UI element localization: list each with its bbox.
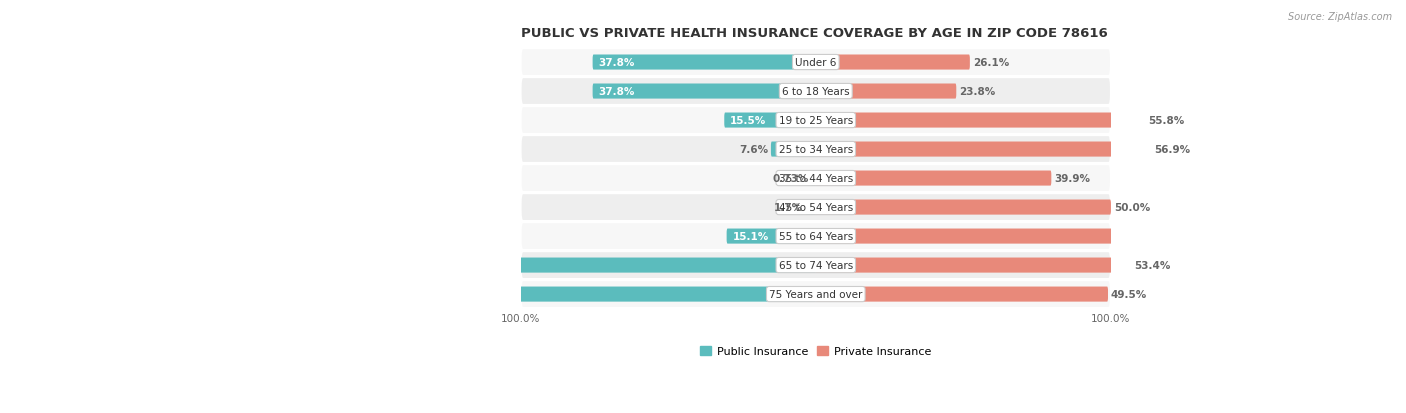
Text: Under 6: Under 6 [794,58,837,68]
Text: Source: ZipAtlas.com: Source: ZipAtlas.com [1288,12,1392,22]
Text: 1.7%: 1.7% [773,202,803,213]
FancyBboxPatch shape [520,107,1111,135]
Text: 45 to 54 Years: 45 to 54 Years [779,202,853,213]
FancyBboxPatch shape [290,258,815,273]
Text: 53.4%: 53.4% [1135,261,1170,271]
FancyBboxPatch shape [806,200,815,215]
FancyBboxPatch shape [520,49,1111,77]
Text: PUBLIC VS PRIVATE HEALTH INSURANCE COVERAGE BY AGE IN ZIP CODE 78616: PUBLIC VS PRIVATE HEALTH INSURANCE COVER… [520,27,1108,40]
FancyBboxPatch shape [815,55,970,70]
FancyBboxPatch shape [520,252,1111,279]
FancyBboxPatch shape [240,287,815,302]
FancyBboxPatch shape [815,287,1108,302]
FancyBboxPatch shape [520,280,1111,308]
Text: 37.8%: 37.8% [599,58,636,68]
Text: 49.5%: 49.5% [1111,290,1147,299]
FancyBboxPatch shape [815,84,956,100]
Text: 65 to 74 Years: 65 to 74 Years [779,261,853,271]
FancyBboxPatch shape [520,136,1111,164]
FancyBboxPatch shape [727,229,815,244]
FancyBboxPatch shape [815,229,1268,244]
Text: 89.2%: 89.2% [295,261,332,271]
Text: 35 to 44 Years: 35 to 44 Years [779,173,853,184]
FancyBboxPatch shape [520,223,1111,250]
Text: 26.1%: 26.1% [973,58,1010,68]
Text: 56.9%: 56.9% [1154,145,1191,155]
Text: 50.0%: 50.0% [1114,202,1150,213]
Text: 75 Years and over: 75 Years and over [769,290,862,299]
FancyBboxPatch shape [815,142,1152,157]
Text: 97.4%: 97.4% [246,290,283,299]
FancyBboxPatch shape [592,55,815,70]
FancyBboxPatch shape [770,142,815,157]
Text: 0.73%: 0.73% [772,173,808,184]
FancyBboxPatch shape [815,200,1111,215]
FancyBboxPatch shape [520,194,1111,221]
Text: 7.6%: 7.6% [738,145,768,155]
Text: 19 to 25 Years: 19 to 25 Years [779,116,853,126]
Text: 6 to 18 Years: 6 to 18 Years [782,87,849,97]
FancyBboxPatch shape [592,84,815,100]
Legend: Public Insurance, Private Insurance: Public Insurance, Private Insurance [696,341,936,361]
FancyBboxPatch shape [520,165,1111,192]
Text: 76.7%: 76.7% [1226,232,1263,242]
FancyBboxPatch shape [811,171,815,186]
Text: 15.5%: 15.5% [730,116,766,126]
Text: 55.8%: 55.8% [1149,116,1184,126]
Text: 25 to 34 Years: 25 to 34 Years [779,145,853,155]
FancyBboxPatch shape [724,113,815,128]
FancyBboxPatch shape [815,113,1146,128]
Text: 37.8%: 37.8% [599,87,636,97]
Text: 15.1%: 15.1% [733,232,769,242]
FancyBboxPatch shape [815,171,1052,186]
Text: 39.9%: 39.9% [1054,173,1090,184]
FancyBboxPatch shape [520,78,1111,106]
Text: 55 to 64 Years: 55 to 64 Years [779,232,853,242]
Text: 23.8%: 23.8% [959,87,995,97]
FancyBboxPatch shape [815,258,1130,273]
